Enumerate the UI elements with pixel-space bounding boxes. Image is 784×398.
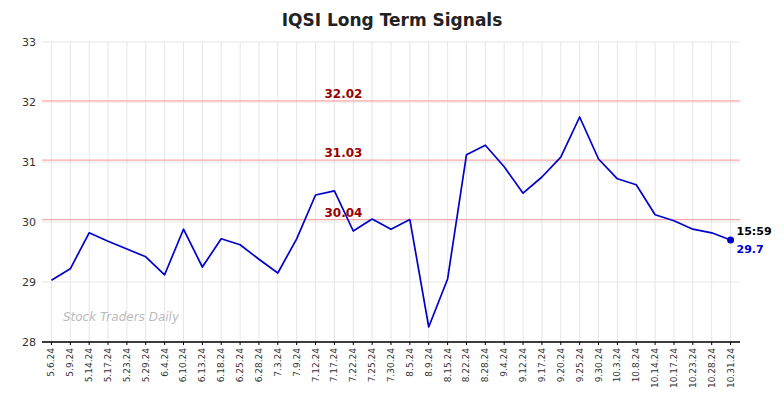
grid-line [541, 42, 542, 342]
signal-label: 30.04 [324, 206, 362, 220]
x-tick-label: 10.17.24 [669, 348, 679, 388]
x-tick-label: 6.10.24 [178, 348, 188, 383]
x-tick-label: 6.18.24 [216, 348, 226, 383]
grid-line [598, 42, 599, 342]
x-tick-label: 7.9.24 [292, 348, 302, 377]
grid-line [428, 42, 429, 342]
grid-line [560, 42, 561, 342]
x-tick-label: 5.6.24 [46, 348, 56, 377]
x-tick-label: 7.25.24 [367, 348, 377, 383]
x-tick-label: 9.17.24 [537, 348, 547, 383]
grid-line [240, 42, 241, 342]
grid-line [221, 42, 222, 342]
x-tick-label: 9.4.24 [499, 348, 509, 377]
last-point [727, 237, 734, 244]
y-tick-label: 28 [22, 336, 36, 349]
x-tick-label: 10.3.24 [612, 348, 622, 383]
grid-line [164, 42, 165, 342]
line [51, 117, 730, 327]
grid-line [126, 42, 127, 342]
grid-line [372, 42, 373, 342]
signal-line [42, 160, 740, 161]
grid-line [466, 42, 467, 342]
grid-line [485, 42, 486, 342]
x-tick-label: 7.22.24 [348, 348, 358, 383]
signal-line [42, 219, 740, 220]
x-tick-label: 8.22.24 [461, 348, 471, 383]
y-tick-label: 30 [22, 216, 36, 229]
annotation: 15:59 [737, 225, 772, 238]
x-tick-label: 5.17.24 [103, 348, 113, 383]
plot-area [42, 101, 740, 327]
x-tick-label: 7.12.24 [311, 348, 321, 383]
x-tick-label: 10.14.24 [650, 348, 660, 388]
grid-line [51, 42, 52, 342]
x-tick-label: 10.31.24 [726, 348, 736, 388]
x-axis [42, 341, 740, 343]
y-tick-label: 31 [22, 156, 36, 169]
x-tick-label: 8.28.24 [480, 348, 490, 383]
grid-line [579, 42, 580, 342]
x-tick-label: 10.23.24 [688, 348, 698, 388]
x-tick-label: 8.5.24 [405, 348, 415, 377]
grid-line [315, 42, 316, 342]
grid-line [70, 42, 71, 342]
grid-line [711, 42, 712, 342]
y-tick-label: 32 [22, 96, 36, 109]
grid [42, 42, 740, 342]
grid-line [409, 42, 410, 342]
grid-line [504, 42, 505, 342]
last-value-label: 29.7 [737, 243, 764, 256]
x-tick-label: 5.29.24 [141, 348, 151, 383]
x-tick-label: 6.13.24 [197, 348, 207, 383]
x-tick-label: 9.25.24 [575, 348, 585, 383]
x-tick-label: 8.9.24 [424, 348, 434, 377]
x-tick-label: 10.8.24 [631, 348, 641, 383]
x-tick-label: 5.23.24 [122, 348, 132, 383]
grid-line [391, 42, 392, 342]
grid-line [447, 42, 448, 342]
x-tick-label: 7.3.24 [273, 348, 283, 377]
watermark: Stock Traders Daily [63, 310, 180, 324]
x-tick-label: 9.20.24 [556, 348, 566, 383]
x-tick-label: 7.17.24 [329, 348, 339, 383]
chart: IQSI Long Term Signals 28 29 30 31 32 33 5.6.24… [0, 0, 784, 398]
grid-line [145, 42, 146, 342]
x-tick-label: 9.30.24 [594, 348, 604, 383]
x-tick-label: 10.28.24 [707, 348, 717, 388]
x-tick-label: 6.25.24 [235, 348, 245, 383]
grid-line [636, 42, 637, 342]
grid-line [730, 42, 731, 342]
grid-line [183, 42, 184, 342]
y-tick-label: 29 [22, 276, 36, 289]
x-tick-label: 7.30.24 [386, 348, 396, 383]
signal-label: 31.03 [324, 146, 362, 160]
grid-line [692, 42, 693, 342]
y-tick-label: 33 [22, 36, 36, 49]
grid-line [277, 42, 278, 342]
x-tick-label: 5.14.24 [84, 348, 94, 383]
x-tick-label: 6.28.24 [254, 348, 264, 383]
x-tick-label: 8.15.24 [443, 348, 453, 383]
x-tick-label: 6.4.24 [160, 348, 170, 377]
grid-line [296, 42, 297, 342]
x-tick-label: 5.9.24 [65, 348, 75, 377]
grid-line [202, 42, 203, 342]
signal-line [42, 100, 740, 101]
grid-line [89, 42, 90, 342]
grid-line [617, 42, 618, 342]
grid-line [42, 342, 740, 343]
grid-line [655, 42, 656, 342]
grid-line [673, 42, 674, 342]
grid-line [108, 42, 109, 342]
signal-label: 32.02 [324, 87, 362, 101]
title: IQSI Long Term Signals [282, 10, 503, 30]
grid-line [258, 42, 259, 342]
x-tick-label: 9.12.24 [518, 348, 528, 383]
